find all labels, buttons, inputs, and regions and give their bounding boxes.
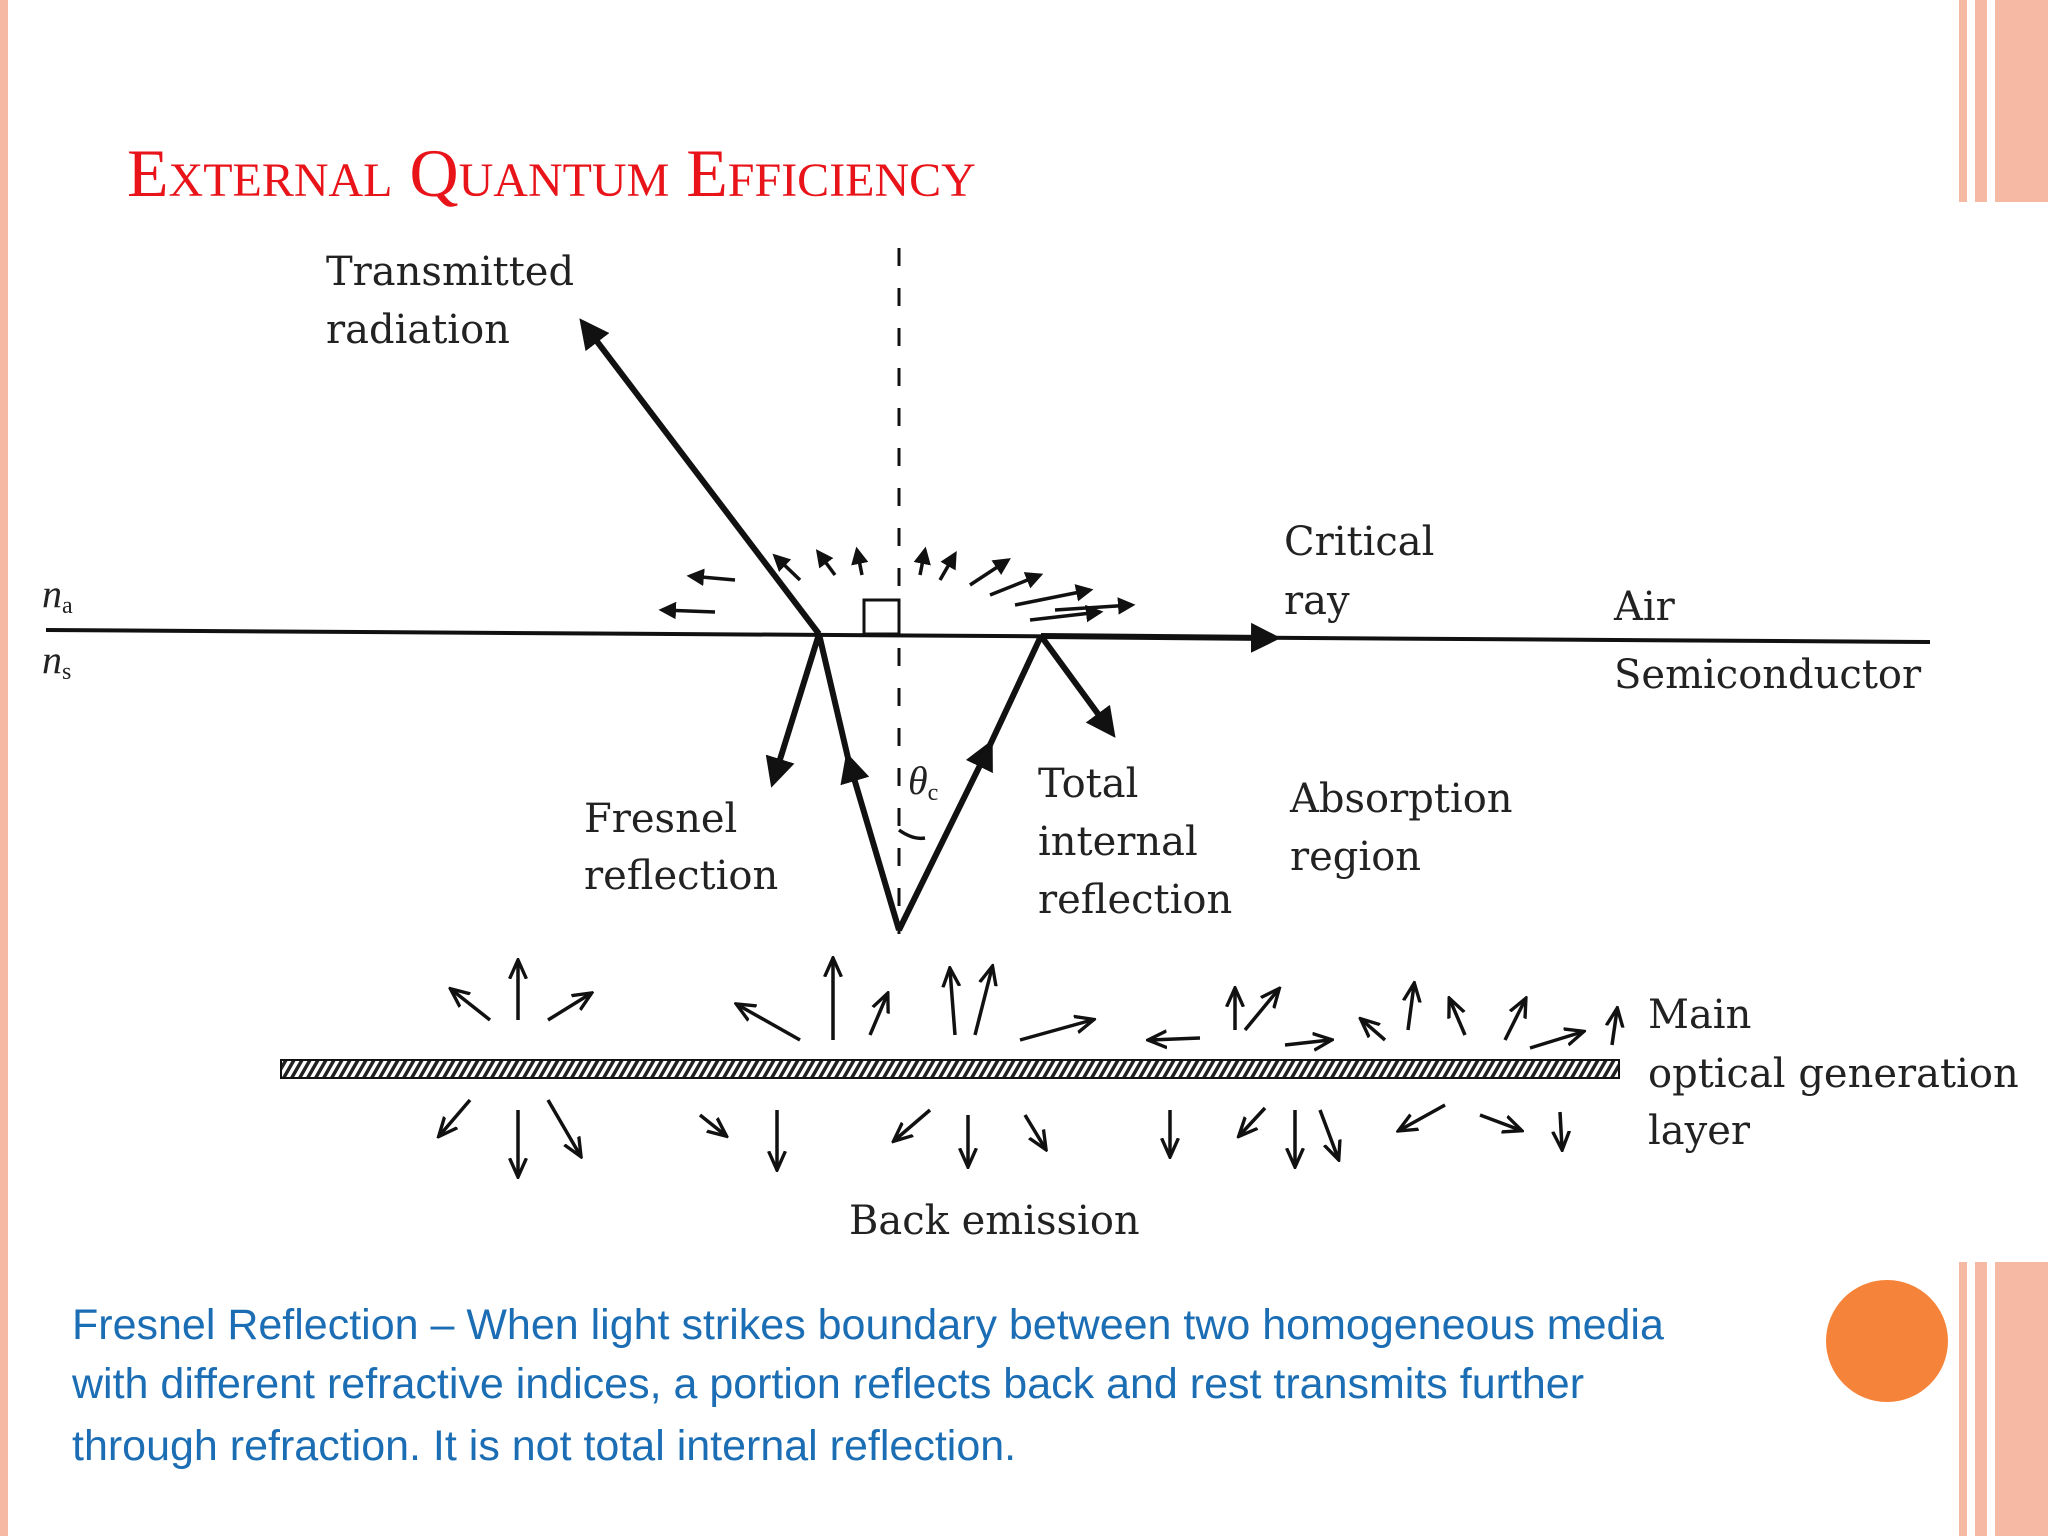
label: region	[1290, 834, 1421, 880]
label: Air	[1613, 584, 1676, 630]
label: Critical	[1284, 519, 1434, 565]
label: reflection	[1038, 877, 1232, 923]
left-edge	[0, 0, 8, 1536]
label: internal	[1038, 819, 1198, 865]
label: Transmitted	[326, 249, 574, 295]
label: Absorption	[1289, 776, 1513, 822]
label: reflection	[584, 853, 778, 899]
label: Semiconductor	[1614, 652, 1922, 698]
diagram: Transmitted radiation Critical ray Air S…	[42, 248, 2019, 1244]
label: Fresnel	[584, 796, 737, 842]
symbol: θc	[908, 758, 938, 806]
body-line: Fresnel Reflection – When light strikes …	[72, 1301, 1664, 1349]
label: Main	[1648, 992, 1751, 1038]
label: optical generation	[1648, 1051, 2019, 1097]
body-line: with different refractive indices, a por…	[71, 1360, 1584, 1408]
label: Total	[1038, 761, 1138, 807]
symbol: ns	[42, 637, 71, 685]
generation-layer	[280, 1059, 1620, 1079]
label: Back emission	[849, 1198, 1140, 1244]
body-line: through refraction. It is not total inte…	[72, 1422, 1016, 1470]
slide-title: External Quantum Efficiency	[127, 135, 976, 211]
label: ray	[1284, 578, 1350, 624]
symbol: na	[42, 571, 73, 619]
interface	[45, 628, 1931, 644]
decor-circle	[1826, 1280, 1948, 1402]
right-stripes	[1959, 0, 2048, 1536]
label: radiation	[326, 307, 510, 353]
label: layer	[1648, 1108, 1751, 1154]
